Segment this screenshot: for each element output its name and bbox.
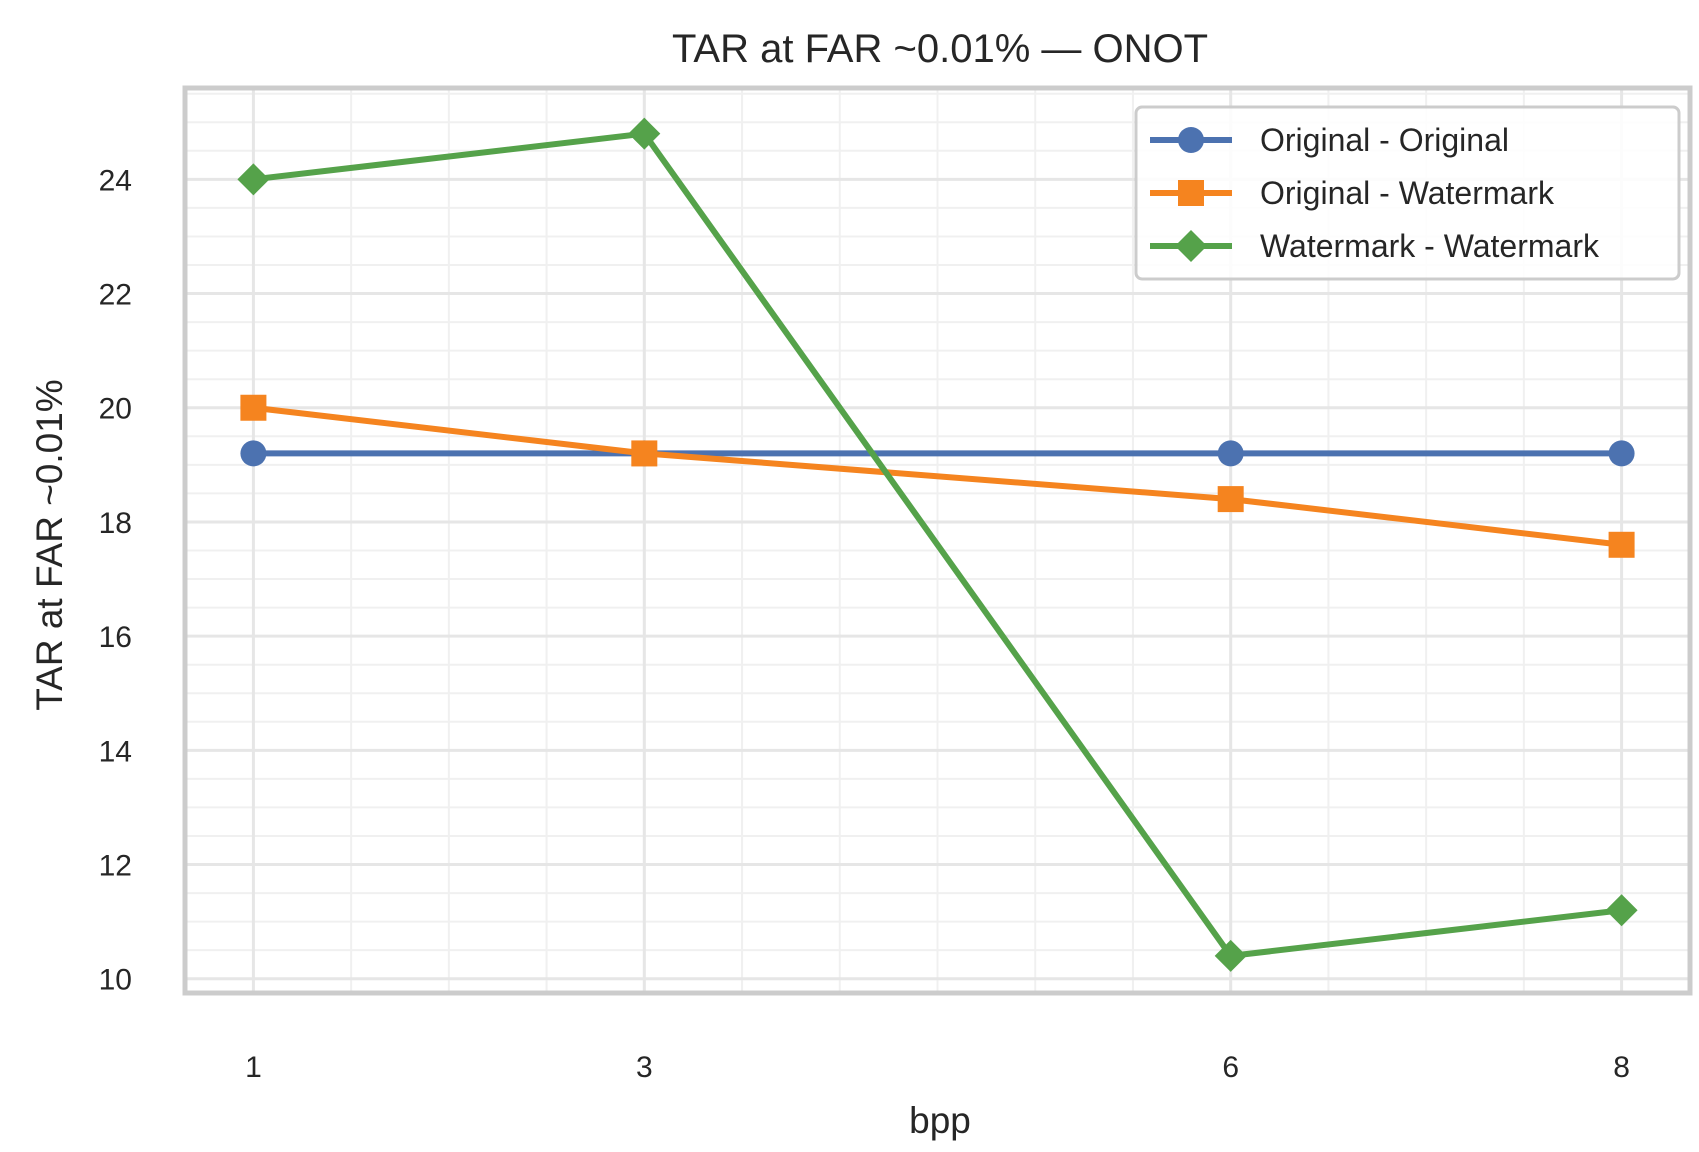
- data-point: [1214, 939, 1247, 972]
- y-tick-label: 12: [99, 850, 132, 883]
- data-point: [631, 440, 658, 467]
- y-tick-label: 16: [99, 621, 132, 654]
- legend-label: Original - Original: [1260, 122, 1509, 158]
- series-line: [250, 130, 1625, 959]
- x-axis-label: bpp: [909, 1100, 971, 1141]
- data-point: [628, 117, 661, 150]
- data-point: [237, 163, 270, 196]
- legend-label: Original - Watermark: [1260, 175, 1555, 211]
- data-point: [240, 440, 267, 467]
- x-tick-labels: 1 3 6 8: [245, 1051, 1630, 1084]
- chart-title: TAR at FAR ~0.01% — ONOT: [672, 27, 1208, 71]
- x-tick-label: 1: [245, 1051, 262, 1084]
- series-layer: [237, 117, 1638, 972]
- y-tick-label: 14: [99, 735, 132, 768]
- y-tick-label: 20: [99, 393, 132, 426]
- y-tick-label: 22: [99, 279, 132, 312]
- y-tick-label: 24: [99, 164, 132, 197]
- data-point: [1605, 894, 1638, 927]
- y-tick-labels: 10 12 14 16 18 20 22 24: [99, 164, 132, 996]
- legend-item: Original - Watermark: [1150, 175, 1555, 211]
- x-tick-label: 8: [1613, 1051, 1630, 1084]
- legend-box: [1134, 105, 1681, 281]
- data-point: [1608, 440, 1635, 467]
- y-tick-label: 18: [99, 507, 132, 540]
- series-2: [240, 394, 1635, 558]
- legend-label: Watermark - Watermark: [1260, 228, 1600, 264]
- legend-marker: [1178, 127, 1204, 153]
- data-point: [1608, 531, 1635, 558]
- series-3: [237, 117, 1638, 972]
- legend-marker: [1175, 230, 1207, 262]
- series-line: [250, 404, 1625, 548]
- data-point: [240, 394, 267, 421]
- legend-item: Watermark - Watermark: [1150, 228, 1600, 264]
- data-point: [1217, 486, 1244, 513]
- legend: Original - Original Original - Watermark W…: [1134, 105, 1681, 281]
- x-tick-label: 3: [636, 1051, 653, 1084]
- legend-marker: [1178, 180, 1204, 206]
- data-point: [1217, 440, 1244, 467]
- legend-item: Original - Original: [1150, 122, 1509, 158]
- x-tick-label: 6: [1222, 1051, 1239, 1084]
- plot-frame: [182, 85, 1693, 996]
- y-axis-label: TAR at FAR ~0.01%: [29, 379, 70, 710]
- y-tick-label: 10: [99, 964, 132, 997]
